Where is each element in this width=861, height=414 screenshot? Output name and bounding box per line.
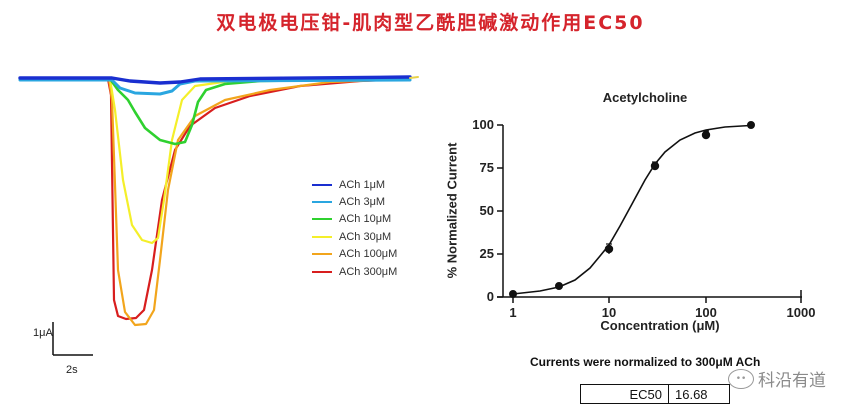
fit-curve — [512, 124, 751, 295]
y-axis-label: % Normalized Current — [444, 142, 460, 279]
trace-100um — [18, 77, 412, 327]
trace-300um — [18, 77, 412, 321]
trace-1um — [18, 75, 412, 85]
legend-label: ACh 3μM — [339, 196, 386, 209]
watermark-text: 科沿有道 — [758, 371, 826, 391]
y-tick-label: 75 — [479, 160, 494, 175]
watermark: •• 科沿有道 — [728, 366, 826, 391]
traces-legend: ACh 1μM ACh 3μM ACh 10μM ACh 30μM ACh 10… — [312, 176, 397, 280]
legend-swatch-30um — [312, 235, 332, 238]
ec50-label: EC50 — [580, 384, 669, 404]
page-title: 双电极电压钳-肌肉型乙酰胆碱激动作用EC50 — [216, 12, 645, 34]
data-points — [509, 120, 755, 299]
x-tick-label: 1 — [509, 305, 517, 320]
legend-label: ACh 1μM — [339, 178, 386, 191]
legend-swatch-3um — [312, 201, 332, 204]
legend-item: ACh 10μM — [312, 211, 397, 228]
dose-response-axes — [497, 124, 802, 303]
legend-label: ACh 30μM — [339, 230, 392, 243]
x-tick-label: 100 — [695, 305, 717, 320]
normalization-note: Currents were normalized to 300μM ACh — [530, 355, 761, 369]
wechat-icon: •• — [728, 368, 754, 389]
scale-bar — [52, 322, 93, 356]
legend-swatch-100um — [312, 253, 332, 256]
legend-label: ACh 300μM — [339, 265, 398, 278]
ec50-value: 16.68 — [668, 384, 730, 404]
trace-30um — [18, 77, 412, 245]
scale-bar-time-label: 2s — [66, 364, 78, 376]
legend-item: ACh 1μM — [312, 176, 397, 193]
current-traces — [18, 75, 419, 327]
x-tick-label: 10 — [601, 305, 617, 320]
legend-swatch-300um — [312, 270, 332, 273]
y-tick-label: 50 — [479, 203, 494, 218]
y-tick-label: 100 — [472, 117, 494, 132]
ec50-table: EC50 16.68 — [580, 384, 730, 404]
legend-item: ACh 30μM — [312, 228, 397, 245]
y-tick-label: 25 — [479, 246, 494, 261]
legend-label: ACh 10μM — [339, 213, 392, 226]
x-tick-label: 1000 — [786, 305, 816, 320]
chart-title: Acetylcholine — [602, 90, 688, 105]
legend-item: ACh 3μM — [312, 193, 397, 210]
legend-swatch-1um — [312, 183, 332, 186]
trace-10um — [18, 77, 412, 146]
legend-item: ACh 300μM — [312, 263, 397, 280]
scale-bar-current-label: 1μA — [33, 327, 53, 339]
legend-swatch-10um — [312, 218, 332, 221]
x-axis-label: Concentration (μM) — [600, 318, 720, 333]
y-tick-label: 0 — [486, 289, 494, 304]
legend-label: ACh 100μM — [339, 248, 398, 261]
legend-item: ACh 100μM — [312, 246, 397, 263]
